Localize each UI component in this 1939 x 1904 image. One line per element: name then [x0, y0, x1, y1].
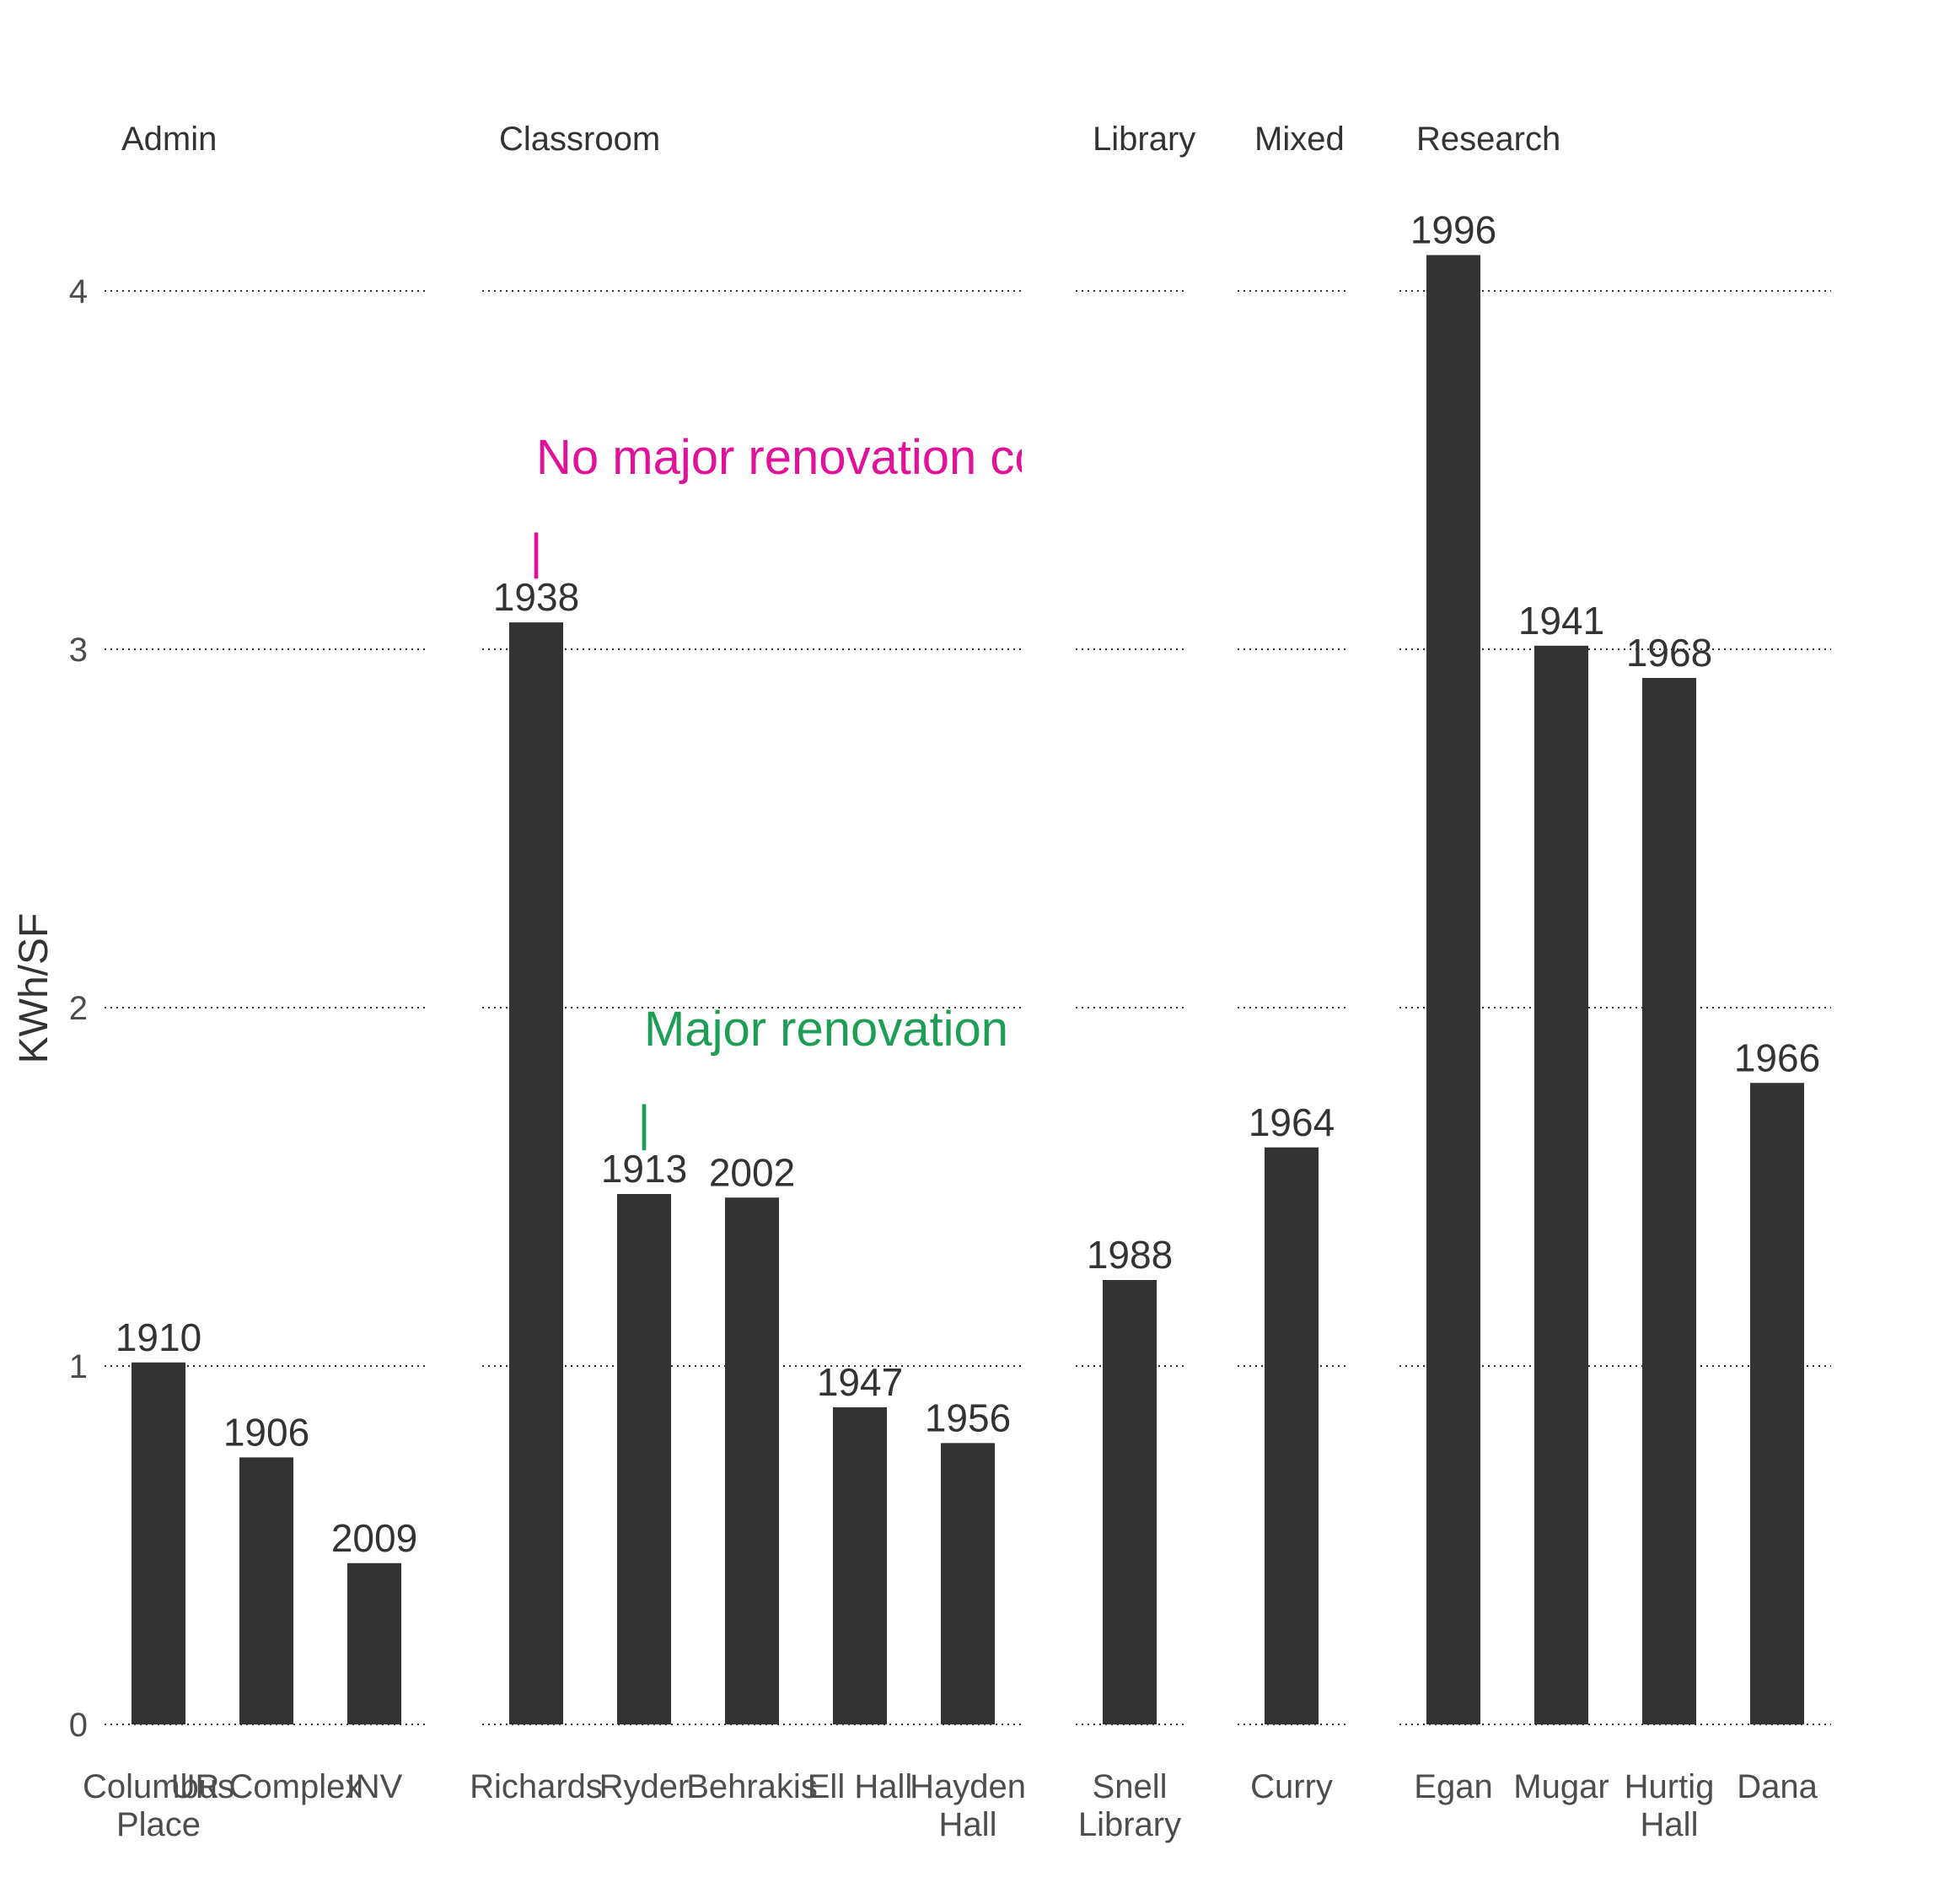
annotation-text: No major renovation co — [536, 430, 1042, 485]
x-tick-label: Ryder — [599, 1768, 690, 1805]
bar — [617, 1194, 671, 1724]
facet-mixed: Mixed 1964 Curry — [1238, 121, 1345, 1805]
data-label: 1913 — [601, 1147, 687, 1191]
bar — [1265, 1147, 1319, 1724]
bar — [1103, 1280, 1157, 1724]
data-label: 1966 — [1734, 1035, 1820, 1079]
annotation-text: Major renovation — [644, 1002, 1008, 1057]
y-tick-label: 2 — [69, 990, 88, 1027]
x-tick-label: Egan — [1414, 1768, 1492, 1805]
x-tick-label: Hurtig Hall — [1625, 1768, 1715, 1843]
bar — [239, 1457, 293, 1724]
facet-label: Classroom — [499, 121, 660, 158]
data-label: 1968 — [1626, 631, 1712, 675]
y-axis-label: KWh/SF — [12, 913, 56, 1064]
x-tick-label: Mugar — [1513, 1768, 1609, 1805]
annotation: | No major renovation co — [529, 430, 1042, 579]
y-tick-label: 4 — [69, 273, 88, 310]
x-tick-label: Snell Library — [1078, 1768, 1181, 1843]
data-label: 2002 — [709, 1150, 795, 1194]
bar — [132, 1362, 185, 1724]
x-tick-label: Dana — [1737, 1768, 1818, 1805]
x-tick-label: Columbus Place — [83, 1768, 234, 1843]
data-label: 1964 — [1249, 1100, 1335, 1144]
x-tick-label: Hayden Hall — [910, 1768, 1026, 1843]
y-tick-label: 1 — [69, 1348, 88, 1385]
data-label: 1956 — [925, 1396, 1011, 1439]
facet-panels: Admin 1910 Columbus Place 1906 UR Complex 2009… — [83, 121, 1831, 1843]
x-tick-label: INV — [346, 1768, 403, 1805]
data-label: 1906 — [223, 1410, 309, 1454]
bar — [509, 622, 563, 1724]
y-tick-label: 3 — [69, 632, 88, 669]
bar — [1426, 255, 1480, 1724]
facet-label: Research — [1416, 121, 1560, 158]
bar — [1534, 645, 1588, 1724]
facet-label: Admin — [121, 121, 217, 158]
x-tick-label: UR Complex — [171, 1768, 363, 1805]
x-tick-label: Curry — [1250, 1768, 1333, 1805]
data-label: 1938 — [493, 575, 579, 619]
facet-library: Library 1988 Snell Library — [1076, 121, 1195, 1843]
facet-label: Mixed — [1254, 121, 1345, 158]
data-label: 2009 — [331, 1516, 417, 1560]
data-label: 1988 — [1087, 1233, 1173, 1277]
data-label: 1941 — [1518, 599, 1604, 643]
annotation: | Major renovation — [637, 1002, 1008, 1151]
facet-classroom: Classroom 1938 Richards 1913 Ryder 2002 Behrak… — [470, 121, 1042, 1843]
x-tick-label: Richards — [470, 1768, 603, 1805]
bar — [833, 1406, 887, 1724]
bar — [941, 1443, 995, 1724]
y-tick-label: 0 — [69, 1707, 88, 1744]
x-tick-label: Behrakis — [686, 1768, 818, 1805]
bar — [725, 1197, 779, 1724]
x-tick-label: Ell Hall — [808, 1768, 912, 1805]
y-axis-ticks: 0 1 2 3 4 — [69, 273, 88, 1744]
facet-research: Research 1996 Egan 1941 Mugar 1968 Hurtig Hall 1… — [1399, 121, 1831, 1843]
data-label: 1947 — [817, 1360, 903, 1404]
data-label: 1910 — [115, 1315, 201, 1359]
bar — [347, 1562, 401, 1724]
facet-admin: Admin 1910 Columbus Place 1906 UR Complex 2009… — [83, 121, 428, 1843]
annotation-marker: | — [529, 524, 542, 579]
facet-label: Library — [1093, 121, 1195, 158]
data-label: 1996 — [1410, 208, 1496, 252]
annotation-marker: | — [637, 1096, 650, 1151]
bar — [1642, 678, 1696, 1724]
bar — [1750, 1083, 1804, 1724]
